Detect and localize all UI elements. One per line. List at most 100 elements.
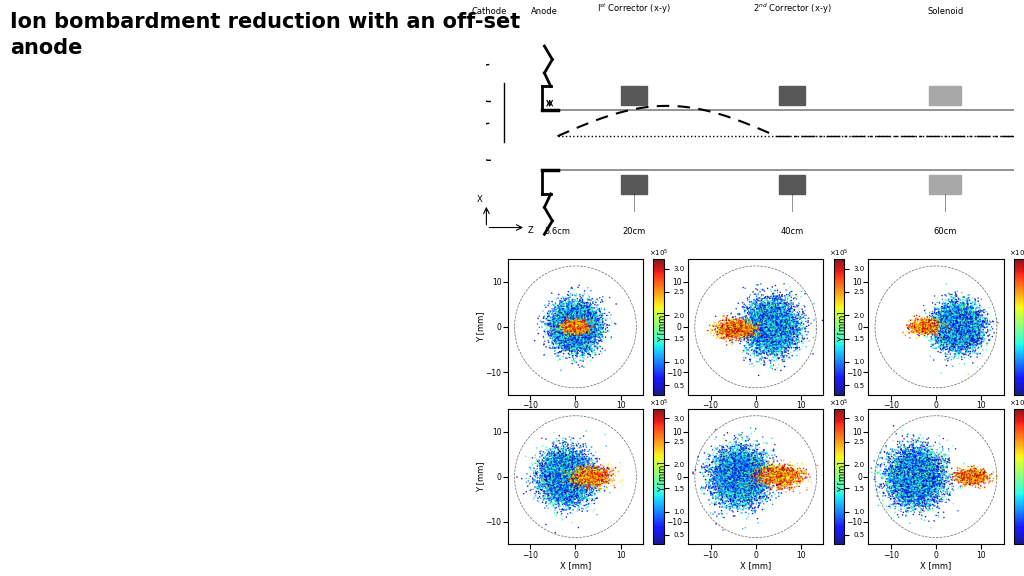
Point [928, 490, 944, 499]
Point [763, 330, 779, 339]
Point [760, 338, 776, 347]
Point [534, 475, 550, 484]
Point [550, 344, 566, 353]
Point [743, 464, 760, 473]
Point [580, 316, 596, 325]
Point [941, 328, 957, 338]
Point [563, 490, 580, 499]
Point [944, 325, 961, 334]
Point [726, 480, 742, 489]
Point [910, 478, 927, 487]
Point [947, 328, 964, 338]
Point [559, 333, 575, 342]
Point [589, 465, 605, 474]
Point [754, 327, 770, 336]
Point [567, 327, 584, 336]
Point [909, 478, 926, 487]
Point [768, 323, 784, 332]
Point [560, 475, 577, 484]
Point [757, 325, 773, 335]
Point [903, 470, 920, 479]
Point [894, 467, 910, 476]
Point [903, 491, 920, 500]
Point [924, 467, 940, 476]
Point [907, 465, 924, 475]
Point [906, 323, 923, 332]
Point [573, 333, 590, 342]
Point [566, 469, 583, 478]
Point [920, 470, 936, 479]
Point [546, 450, 562, 460]
Point [942, 338, 958, 347]
Point [763, 320, 779, 329]
Point [552, 451, 568, 460]
Point [575, 328, 592, 337]
Point [924, 480, 940, 489]
Point [555, 495, 571, 505]
Point [797, 469, 813, 478]
Point [737, 482, 754, 491]
Point [552, 348, 568, 357]
Point [563, 466, 580, 475]
Point [569, 485, 586, 494]
Point [958, 329, 975, 339]
Point [757, 315, 773, 324]
Point [769, 314, 785, 324]
Point [727, 464, 743, 473]
Point [969, 469, 985, 479]
Point [753, 303, 769, 312]
Point [798, 467, 814, 476]
Point [728, 471, 744, 480]
Point [924, 469, 940, 478]
Point [713, 478, 729, 487]
Point [958, 326, 975, 335]
Point [733, 460, 750, 469]
Point [766, 321, 782, 330]
Point [941, 329, 957, 338]
Point [570, 308, 587, 317]
Point [595, 475, 611, 484]
Point [717, 471, 733, 480]
Point [924, 471, 940, 480]
Point [560, 461, 577, 471]
Point [731, 471, 748, 480]
Point [575, 331, 592, 340]
Point [966, 476, 982, 486]
Point [546, 477, 562, 486]
Point [714, 492, 730, 501]
Point [905, 478, 922, 487]
Point [545, 500, 561, 509]
Point [563, 328, 580, 338]
Point [750, 309, 766, 318]
Point [746, 486, 763, 495]
Point [890, 484, 906, 493]
Point [760, 464, 776, 473]
Point [905, 467, 922, 476]
Point [913, 501, 930, 510]
Point [567, 499, 584, 509]
Point [548, 500, 564, 509]
Point [962, 334, 978, 343]
Point [731, 320, 748, 329]
Point [729, 458, 745, 467]
Point [902, 457, 919, 467]
Point [912, 475, 929, 484]
Point [905, 478, 922, 487]
Point [716, 452, 732, 461]
Point [888, 478, 904, 487]
Point [934, 338, 950, 347]
Point [748, 308, 764, 317]
Point [549, 510, 565, 519]
Point [586, 331, 602, 340]
Point [565, 319, 582, 328]
Point [714, 475, 730, 484]
Point [757, 310, 773, 319]
Point [752, 462, 768, 471]
Point [556, 470, 572, 479]
Point [577, 472, 593, 482]
Point [955, 472, 972, 482]
Point [715, 322, 731, 331]
Point [764, 471, 780, 480]
Point [545, 438, 561, 448]
Point [906, 487, 923, 497]
